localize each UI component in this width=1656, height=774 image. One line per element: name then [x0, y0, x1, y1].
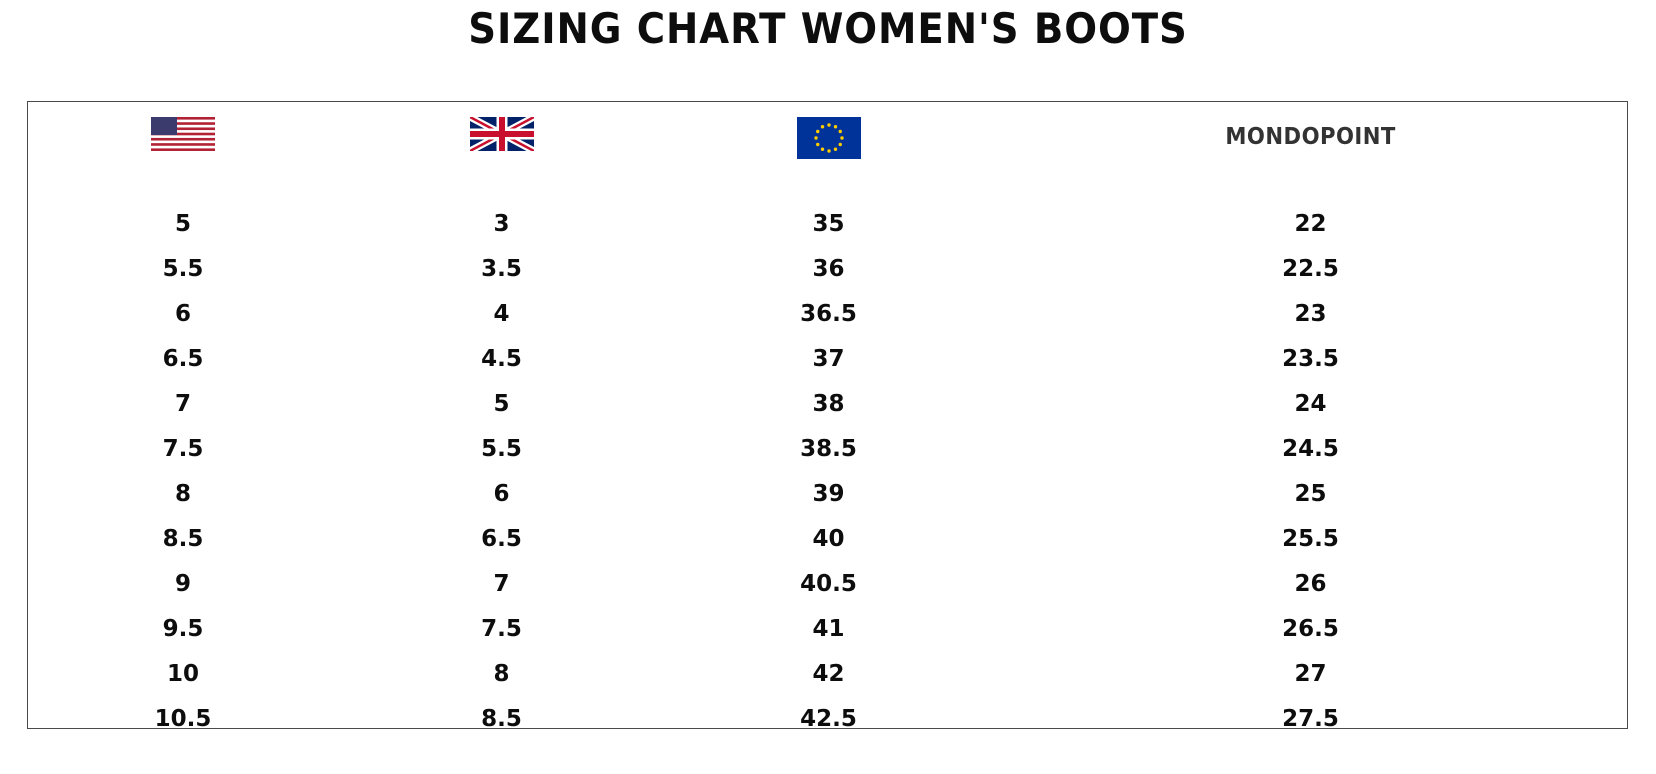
- us-size: 6: [174, 300, 191, 327]
- size-table: MONDOPOINT 5 3 35 22 5.5 3.5 36 22.5 6 4 36.5 23 6.5…: [28, 102, 1629, 741]
- mondopoint-size: 26: [1294, 570, 1327, 597]
- eu-size: 41: [812, 615, 845, 642]
- mondopoint-size: 24.5: [1282, 435, 1339, 462]
- table-row: 6.5 4.5 37 23.5: [28, 336, 1629, 381]
- us-size: 6.5: [162, 345, 204, 372]
- uk-size: 5: [493, 390, 510, 417]
- uk-size: 7.5: [481, 615, 522, 642]
- us-size: 10.5: [154, 705, 212, 732]
- eu-size: 42.5: [800, 705, 857, 732]
- us-flag-icon: [151, 117, 215, 151]
- mondopoint-size: 24: [1294, 390, 1327, 417]
- table-row: 8 6 39 25: [28, 471, 1629, 516]
- uk-size: 8: [493, 660, 510, 687]
- us-size: 7.5: [162, 435, 204, 462]
- table-row: 9 7 40.5 26: [28, 561, 1629, 606]
- us-size: 8.5: [162, 525, 204, 552]
- table-row: 5.5 3.5 36 22.5: [28, 246, 1629, 291]
- eu-size: 38: [812, 390, 845, 417]
- mondopoint-size: 25.5: [1282, 525, 1339, 552]
- us-size: 10: [166, 660, 199, 687]
- uk-size: 8.5: [481, 705, 522, 732]
- eu-size: 37: [812, 345, 845, 372]
- uk-size: 3.5: [481, 255, 522, 282]
- uk-size: 5.5: [481, 435, 522, 462]
- mondopoint-size: 23.5: [1282, 345, 1339, 372]
- us-size: 5: [174, 210, 191, 237]
- uk-size: 4.5: [481, 345, 522, 372]
- us-size: 7: [174, 390, 191, 417]
- us-size: 8: [174, 480, 191, 507]
- table-row: 10.5 8.5 42.5 27.5: [28, 696, 1629, 741]
- mondopoint-size: 23: [1294, 300, 1327, 327]
- header-eu: [665, 102, 992, 175]
- mondopoint-size: 26.5: [1282, 615, 1339, 642]
- header-mondopoint: MONDOPOINT: [992, 102, 1629, 175]
- eu-flag-icon: [796, 117, 861, 159]
- uk-size: 7: [493, 570, 510, 597]
- table-row: 8.5 6.5 40 25.5: [28, 516, 1629, 561]
- table-row: 7 5 38 24: [28, 381, 1629, 426]
- us-size: 5.5: [162, 255, 204, 282]
- uk-size: 6.5: [481, 525, 522, 552]
- eu-size: 40.5: [800, 570, 857, 597]
- mondopoint-label: MONDOPOINT: [1225, 124, 1396, 150]
- header-row: MONDOPOINT: [28, 102, 1629, 175]
- us-size: 9: [174, 570, 191, 597]
- mondopoint-size: 25: [1294, 480, 1327, 507]
- page-title: SIZING CHART WOMEN'S BOOTS: [468, 4, 1188, 53]
- table-row: 6 4 36.5 23: [28, 291, 1629, 336]
- mondopoint-size: 22.5: [1282, 255, 1339, 282]
- header-us: [28, 102, 338, 175]
- spacer-row: [28, 175, 1629, 201]
- uk-size: 4: [493, 300, 510, 327]
- sizing-chart: MONDOPOINT 5 3 35 22 5.5 3.5 36 22.5 6 4 36.5 23 6.5…: [27, 101, 1628, 732]
- mondopoint-size: 22: [1294, 210, 1327, 237]
- eu-size: 42: [812, 660, 845, 687]
- header-uk: [338, 102, 665, 175]
- mondopoint-size: 27: [1294, 660, 1327, 687]
- eu-size: 35: [812, 210, 845, 237]
- uk-size: 3: [493, 210, 510, 237]
- size-rows: 5 3 35 22 5.5 3.5 36 22.5 6 4 36.5 23 6.5 4.5 37 23.5 7 5…: [28, 175, 1629, 741]
- us-size: 9.5: [162, 615, 204, 642]
- eu-size: 40: [812, 525, 845, 552]
- eu-size: 36: [812, 255, 845, 282]
- uk-flag-icon: [469, 117, 534, 151]
- table-row: 10 8 42 27: [28, 651, 1629, 696]
- eu-size: 39: [812, 480, 845, 507]
- eu-size: 36.5: [800, 300, 857, 327]
- eu-size: 38.5: [800, 435, 857, 462]
- table-row: 9.5 7.5 41 26.5: [28, 606, 1629, 651]
- table-row: 7.5 5.5 38.5 24.5: [28, 426, 1629, 471]
- mondopoint-size: 27.5: [1282, 705, 1339, 732]
- table-row: 5 3 35 22: [28, 201, 1629, 246]
- uk-size: 6: [493, 480, 510, 507]
